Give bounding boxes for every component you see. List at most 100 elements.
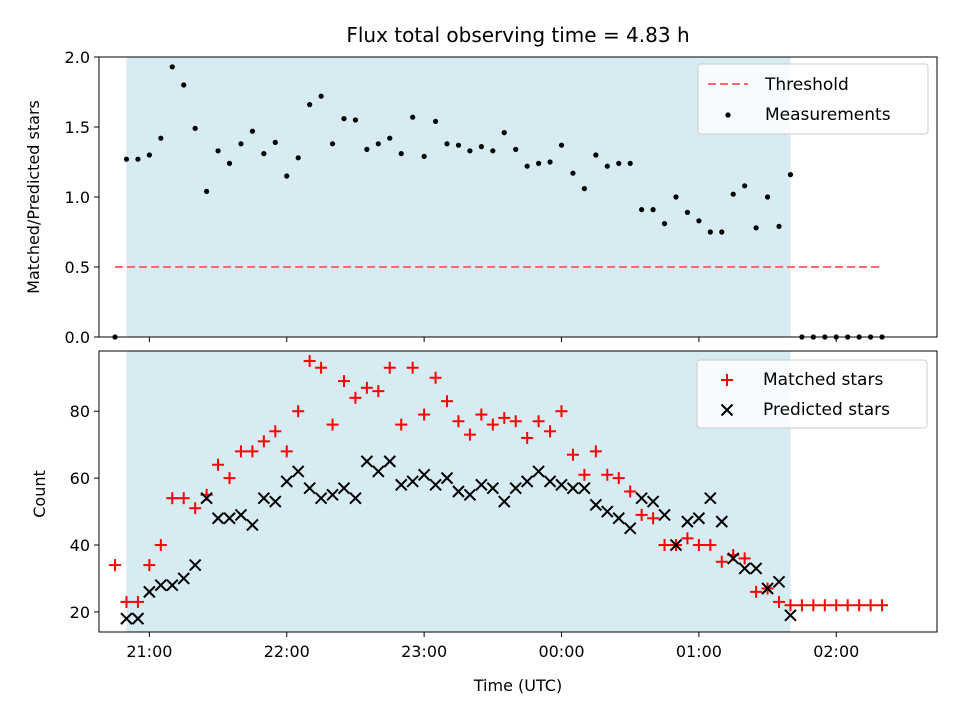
bottom-axes-frame — [98, 350, 938, 633]
y-tick: 80 — [70, 402, 99, 421]
measurement-point — [558, 142, 565, 148]
matched-star-point — [246, 445, 259, 458]
matched-star-point — [658, 539, 671, 552]
matched-star-point — [704, 539, 717, 552]
measurement-point — [410, 114, 416, 120]
matched-star-point — [406, 361, 419, 374]
measurement-point — [215, 148, 221, 154]
matched-star-point — [441, 395, 454, 408]
matched-star-point — [166, 492, 179, 505]
measurement-point — [581, 186, 587, 192]
predicted-star-point — [623, 522, 637, 535]
y-tick-label: 40 — [70, 536, 90, 555]
matched-star-point — [612, 472, 625, 485]
matched-star-point — [315, 361, 328, 374]
measurement-point — [421, 153, 427, 159]
measurement-point — [284, 173, 290, 179]
matched-star-point — [635, 508, 648, 521]
legend-threshold-label: Threshold — [764, 75, 849, 95]
top-x-ticks — [148, 337, 837, 342]
measurement-point — [295, 155, 301, 161]
measurement-point — [719, 229, 725, 235]
measurement-point — [501, 130, 507, 136]
matched-star-point — [784, 599, 797, 612]
matched-star-point — [578, 468, 591, 481]
matched-star-point — [372, 385, 385, 398]
x-axis-label: Time (UTC) — [473, 676, 562, 695]
legend-measurements-label: Measurements — [765, 105, 891, 125]
predicted-star-point — [681, 515, 694, 528]
x-tick: 22:00 — [264, 632, 310, 661]
matched-star-point — [544, 425, 557, 438]
observing-window-shade — [126, 57, 791, 337]
matched-star-point — [475, 408, 488, 421]
bottom-y-ticks: 20 40 60 80 — [70, 402, 99, 622]
predicted-star-point — [543, 475, 557, 488]
matched-star-point — [395, 418, 408, 431]
x-tick-label: 01:00 — [676, 642, 722, 661]
measurement-point — [742, 183, 748, 189]
measurement-point — [478, 144, 484, 150]
predicted-star-point — [589, 498, 603, 512]
measurement-point — [776, 223, 782, 229]
predicted-star-point — [406, 475, 419, 488]
y-tick: 1.0 — [65, 188, 99, 207]
y-tick: 2.0 — [65, 48, 99, 67]
matched-star-point — [280, 445, 293, 458]
predicted-star-point — [326, 488, 339, 502]
predicted-star-point — [234, 508, 248, 522]
legend-measurement-swatch — [725, 112, 731, 118]
predicted-star-point — [166, 578, 179, 592]
predicted-star-point — [314, 491, 328, 505]
matched-star-point — [269, 425, 282, 438]
predicted-star-point — [177, 572, 190, 585]
matched-star-point — [109, 559, 122, 572]
predicted-star-point — [635, 491, 648, 505]
matched-star-point — [647, 512, 660, 525]
predicted-star-point — [772, 575, 786, 589]
predicted-star-point — [692, 512, 706, 525]
y-tick: 0.5 — [65, 258, 99, 277]
top-legend: Threshold Measurements — [697, 63, 929, 135]
predicted-star-point — [188, 558, 202, 572]
matched-star-point — [143, 559, 156, 572]
predicted-star-point — [257, 491, 271, 505]
predicted-star-point — [601, 505, 614, 518]
x-tick: 21:00 — [126, 632, 172, 661]
y-tick: 1.5 — [65, 118, 99, 137]
matched-star-point — [795, 599, 808, 612]
legend-predicted-swatch — [720, 403, 734, 417]
predicted-star-point — [486, 481, 500, 495]
legend-matched-swatch — [721, 374, 733, 386]
predicted-star-point — [143, 585, 156, 599]
measurement-point — [593, 152, 599, 158]
matched-star-points — [109, 355, 889, 612]
measurement-point — [547, 159, 553, 165]
matched-star-point — [853, 599, 866, 612]
x-tick-label: 21:00 — [126, 642, 172, 661]
matched-star-point — [337, 375, 350, 388]
measurement-point — [192, 125, 198, 131]
y-tick-label: 20 — [70, 603, 90, 622]
matched-star-point — [750, 585, 763, 598]
predicted-star-point — [509, 481, 522, 495]
legend-matched-label: Matched stars — [763, 370, 883, 390]
predicted-star-point — [727, 552, 740, 565]
matched-star-point — [876, 599, 889, 612]
matched-star-point — [486, 418, 499, 431]
matched-star-point — [429, 371, 442, 384]
matched-star-point — [509, 415, 522, 428]
measurement-point — [787, 172, 794, 178]
x-tick: 23:00 — [401, 632, 447, 661]
predicted-star-point — [280, 475, 293, 488]
measurement-point — [341, 116, 347, 122]
measurement-point — [627, 160, 633, 166]
measurement-point — [318, 93, 324, 99]
predicted-star-point — [429, 478, 442, 492]
y-tick-label: 2.0 — [65, 48, 90, 67]
predicted-star-point — [738, 562, 751, 575]
matched-star-point — [463, 428, 476, 441]
measurement-points — [112, 64, 885, 340]
x-tick-label: 23:00 — [401, 642, 447, 661]
measurement-point — [123, 156, 130, 162]
